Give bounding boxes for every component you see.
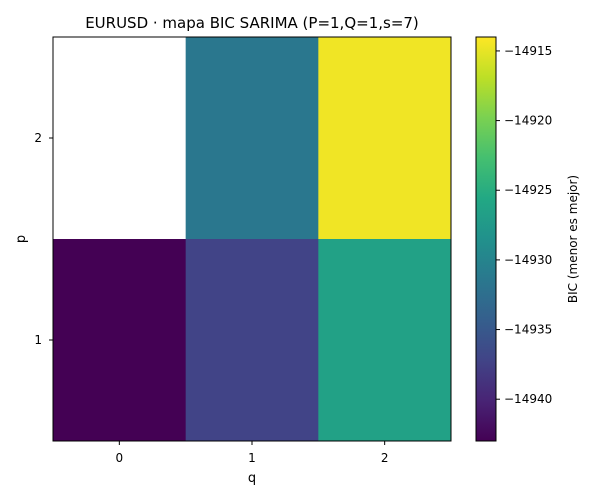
heatmap-cell-p2-q1	[185, 37, 319, 240]
heatmap-cells	[53, 37, 452, 442]
heatmap-cell-p1-q0	[53, 239, 187, 442]
colorbar-tick-label: −14915	[504, 44, 552, 58]
colorbar-label: BIC (menor es mejor)	[566, 175, 580, 303]
heatmap-cell-p1-q1	[185, 239, 319, 442]
chart-title: EURUSD · mapa BIC SARIMA (P=1,Q=1,s=7)	[85, 14, 419, 32]
x-tick-label: 0	[116, 451, 124, 465]
y-axis-label: p	[14, 235, 29, 243]
x-tick-label: 2	[381, 451, 389, 465]
colorbar-tick-label: −14920	[504, 114, 552, 128]
heatmap-cell-p2-q2	[318, 37, 452, 240]
colorbar	[475, 36, 497, 442]
colorbar-tick-label: −14930	[504, 253, 552, 267]
y-tick-label: 2	[34, 131, 42, 145]
heatmap-cell-p1-q2	[318, 239, 452, 442]
heatmap-cell-p2-q0	[53, 37, 187, 240]
colorbar-ticks: −14940 −14935 −14930 −14925 −14920 −14915	[496, 44, 552, 406]
x-tick-label: 1	[248, 451, 256, 465]
colorbar-tick-label: −14940	[504, 392, 552, 406]
colorbar-tick-label: −14935	[504, 323, 552, 337]
y-axis-ticks: 21	[34, 131, 53, 347]
x-axis-ticks: 0 1 2	[116, 441, 389, 465]
x-axis-label: q	[248, 471, 256, 486]
y-tick-label: 1	[34, 333, 42, 347]
colorbar-tick-label: −14925	[504, 183, 552, 197]
